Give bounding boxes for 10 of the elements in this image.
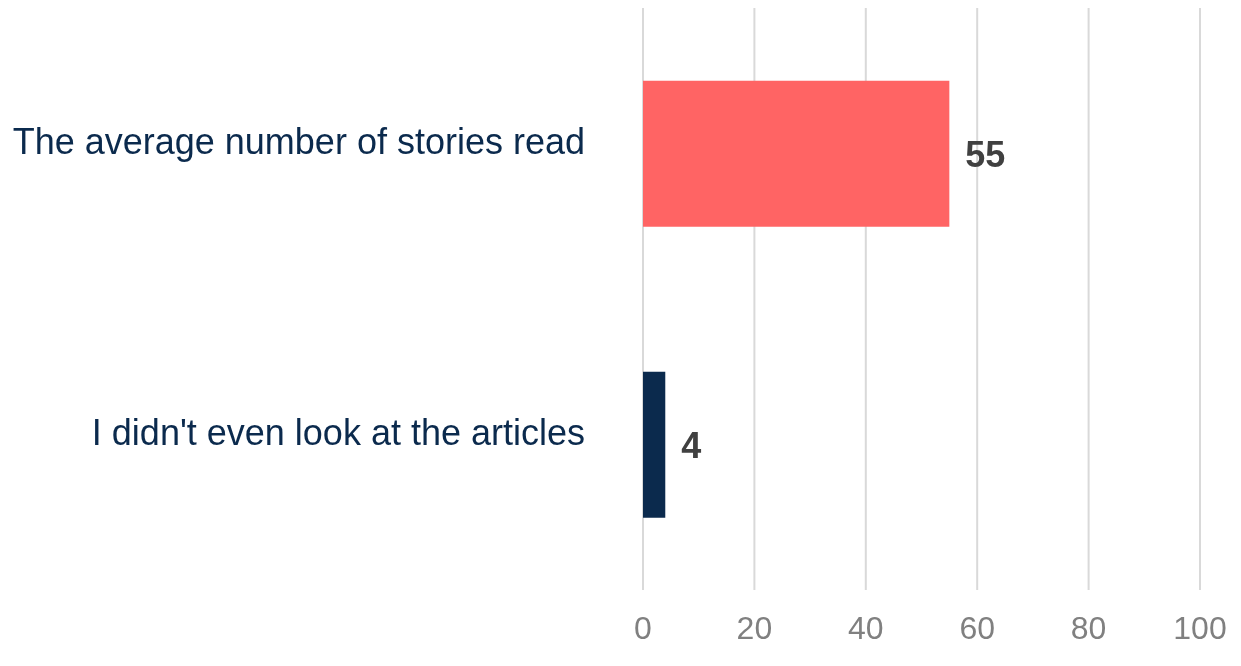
- y-tick-label: The average number of stories read: [12, 120, 585, 162]
- data-label: 4: [681, 424, 702, 466]
- x-tick-label: 40: [848, 609, 884, 646]
- data-label: 55: [965, 133, 1006, 175]
- y-tick-label: I didn't even look at the articles: [91, 411, 585, 453]
- x-tick-label: 100: [1173, 609, 1227, 646]
- x-tick-label: 60: [959, 609, 995, 646]
- x-tick-label: 20: [736, 609, 773, 646]
- x-tick-label: 80: [1070, 609, 1107, 646]
- x-tick-label: 0: [634, 609, 652, 646]
